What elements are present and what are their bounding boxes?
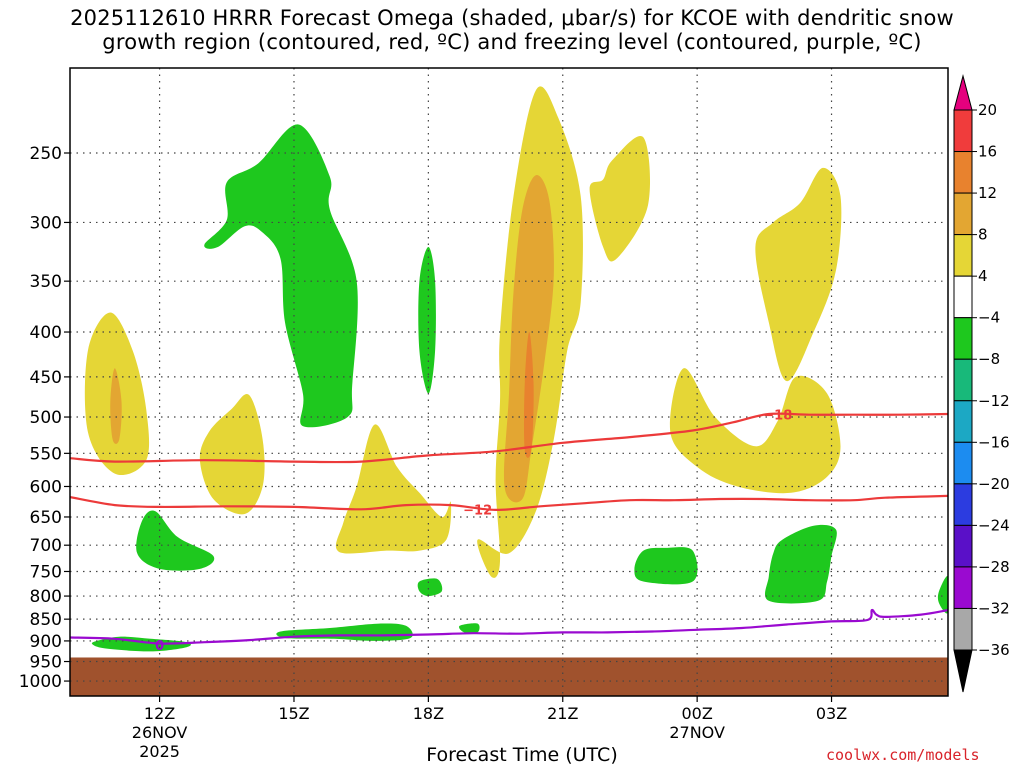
omega-region-6 bbox=[669, 368, 841, 494]
y-tick-label: 350 bbox=[30, 272, 62, 292]
colorbar-swatch bbox=[953, 109, 973, 153]
x-tick-label: 27NOV bbox=[669, 723, 725, 742]
colorbar-bottom-arrow bbox=[953, 649, 973, 693]
y-tick-label: 450 bbox=[30, 368, 62, 388]
colorbar-label: 8 bbox=[978, 226, 988, 244]
colorbar-swatch bbox=[953, 566, 973, 609]
colorbar-label: −24 bbox=[978, 516, 1010, 534]
contour-label-1: −18 bbox=[763, 409, 792, 424]
colorbar-swatch bbox=[953, 483, 973, 526]
omega-region-12 bbox=[418, 247, 436, 394]
colorbar-label: −28 bbox=[978, 558, 1010, 576]
y-tick-label: 550 bbox=[30, 444, 62, 464]
y-tick-label: 700 bbox=[30, 536, 62, 556]
axes-layer: 2503003504004505005506006507007508008509… bbox=[19, 144, 847, 761]
x-tick-label: 21Z bbox=[547, 704, 578, 723]
y-tick-label: 900 bbox=[30, 632, 62, 652]
contour-line-1 bbox=[70, 412, 948, 464]
x-tick-label: 26NOV bbox=[132, 723, 188, 742]
terrain-fill bbox=[70, 657, 948, 696]
x-tick-label: 12Z bbox=[144, 704, 175, 723]
y-tick-label: 850 bbox=[30, 610, 62, 630]
x-tick-label: 03Z bbox=[816, 704, 847, 723]
omega-region-20 bbox=[937, 575, 948, 614]
omega-region-10 bbox=[523, 332, 534, 458]
x-axis-label: Forecast Time (UTC) bbox=[426, 744, 618, 766]
y-tick-label: 500 bbox=[30, 408, 62, 428]
contour-line-3 bbox=[70, 608, 948, 645]
colorbar: 20 16 12 8 4 −4 −8 −12 −16 −20 −24 −28 −32 −36 bbox=[953, 74, 1010, 693]
terrain-layer bbox=[70, 657, 948, 696]
omega-shading-layer bbox=[84, 86, 948, 652]
omega-region-13 bbox=[136, 510, 215, 571]
colorbar-label: −8 bbox=[978, 350, 1000, 368]
colorbar-label: −4 bbox=[978, 309, 1000, 327]
chart-title-line-2: growth region (contoured, red, ºC) and f… bbox=[102, 30, 922, 54]
colorbar-label: −12 bbox=[978, 392, 1010, 410]
y-tick-label: 1000 bbox=[19, 672, 62, 692]
y-tick-label: 400 bbox=[30, 323, 62, 343]
grid-layer bbox=[70, 68, 948, 696]
y-tick-label: 800 bbox=[30, 587, 62, 607]
site-watermark: coolwx.com/models bbox=[826, 746, 980, 764]
plot-frame bbox=[69, 67, 949, 697]
contour-label-2: −12 bbox=[463, 503, 492, 518]
colorbar-swatch bbox=[953, 524, 973, 568]
omega-region-15 bbox=[764, 524, 837, 604]
colorbar-label: −16 bbox=[978, 433, 1010, 451]
colorbar-swatch bbox=[953, 192, 973, 236]
omega-region-5 bbox=[589, 135, 651, 262]
chart-title: 2025112610 HRRR Forecast Omega (shaded, … bbox=[0, 6, 1024, 54]
omega-region-19 bbox=[276, 623, 413, 641]
colorbar-swatch bbox=[953, 317, 973, 360]
colorbar-swatch bbox=[953, 400, 973, 443]
colorbar-swatch bbox=[953, 151, 973, 194]
chart-title-line-1: 2025112610 HRRR Forecast Omega (shaded, … bbox=[70, 6, 954, 30]
colorbar-top-arrow bbox=[953, 74, 973, 111]
y-tick-label: 300 bbox=[30, 213, 62, 233]
colorbar-label: −32 bbox=[978, 599, 1010, 617]
colorbar-swatch bbox=[953, 607, 973, 651]
colorbar-label: 4 bbox=[978, 267, 988, 285]
omega-region-16 bbox=[417, 578, 443, 597]
y-tick-label: 250 bbox=[30, 144, 62, 164]
colorbar-label: 20 bbox=[978, 101, 997, 119]
x-tick-label: 18Z bbox=[413, 704, 444, 723]
colorbar-label: 12 bbox=[978, 184, 997, 202]
colorbar-swatch bbox=[953, 441, 973, 485]
colorbar-swatch bbox=[953, 234, 973, 277]
colorbar-swatch bbox=[953, 275, 973, 319]
omega-region-3 bbox=[335, 424, 452, 554]
contour-line-2 bbox=[70, 494, 948, 512]
colorbar-label: −36 bbox=[978, 641, 1010, 659]
contour-layer: −18 −12 0 bbox=[70, 409, 948, 654]
x-tick-label: 15Z bbox=[278, 704, 309, 723]
colorbar-label: −20 bbox=[978, 475, 1010, 493]
colorbar-label: 16 bbox=[978, 143, 997, 161]
omega-region-11 bbox=[204, 124, 358, 428]
colorbar-swatch bbox=[953, 358, 973, 402]
y-tick-label: 950 bbox=[30, 653, 62, 673]
omega-region-14 bbox=[634, 547, 698, 585]
omega-region-9 bbox=[110, 368, 122, 444]
omega-region-7 bbox=[755, 167, 842, 382]
y-tick-label: 600 bbox=[30, 477, 62, 497]
plot-border bbox=[69, 67, 949, 697]
x-tick-label: 2025 bbox=[139, 742, 180, 761]
y-tick-label: 650 bbox=[30, 508, 62, 528]
omega-region-2 bbox=[199, 393, 265, 515]
x-tick-label: 00Z bbox=[681, 704, 712, 723]
contour-label-3: 0 bbox=[155, 639, 164, 654]
omega-region-17 bbox=[459, 623, 480, 634]
y-tick-label: 750 bbox=[30, 562, 62, 582]
